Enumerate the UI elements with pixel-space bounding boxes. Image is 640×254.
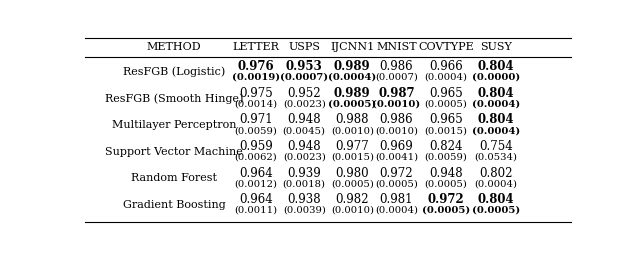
Text: (0.0005): (0.0005) xyxy=(328,100,376,108)
Text: 0.981: 0.981 xyxy=(380,193,413,206)
Text: (0.0007): (0.0007) xyxy=(280,73,328,82)
Text: (0.0059): (0.0059) xyxy=(424,153,467,162)
Text: 0.980: 0.980 xyxy=(335,167,369,180)
Text: (0.0005): (0.0005) xyxy=(375,179,418,188)
Text: Multilayer Perceptron: Multilayer Perceptron xyxy=(112,120,237,130)
Text: Gradient Boosting: Gradient Boosting xyxy=(123,200,226,210)
Text: (0.0015): (0.0015) xyxy=(424,126,468,135)
Text: IJCNN1: IJCNN1 xyxy=(330,42,374,52)
Text: LETTER: LETTER xyxy=(233,42,280,52)
Text: (0.0011): (0.0011) xyxy=(234,206,278,215)
Text: COVTYPE: COVTYPE xyxy=(418,42,474,52)
Text: 0.804: 0.804 xyxy=(477,193,514,206)
Text: (0.0004): (0.0004) xyxy=(474,179,517,188)
Text: (0.0000): (0.0000) xyxy=(472,73,520,82)
Text: (0.0005): (0.0005) xyxy=(424,179,467,188)
Text: 0.804: 0.804 xyxy=(477,87,514,100)
Text: 0.966: 0.966 xyxy=(429,60,463,73)
Text: (0.0023): (0.0023) xyxy=(283,100,326,108)
Text: 0.989: 0.989 xyxy=(334,87,371,100)
Text: (0.0010): (0.0010) xyxy=(331,126,374,135)
Text: 0.986: 0.986 xyxy=(380,60,413,73)
Text: 0.986: 0.986 xyxy=(380,114,413,126)
Text: (0.0004): (0.0004) xyxy=(472,100,520,108)
Text: (0.0534): (0.0534) xyxy=(474,153,517,162)
Text: (0.0059): (0.0059) xyxy=(235,126,278,135)
Text: 0.971: 0.971 xyxy=(239,114,273,126)
Text: (0.0041): (0.0041) xyxy=(375,153,418,162)
Text: (0.0007): (0.0007) xyxy=(375,73,418,82)
Text: 0.948: 0.948 xyxy=(429,167,463,180)
Text: SUSY: SUSY xyxy=(480,42,511,52)
Text: 0.804: 0.804 xyxy=(477,114,514,126)
Text: (0.0019): (0.0019) xyxy=(232,73,280,82)
Text: 0.952: 0.952 xyxy=(287,87,321,100)
Text: 0.965: 0.965 xyxy=(429,114,463,126)
Text: 0.953: 0.953 xyxy=(286,60,323,73)
Text: (0.0004): (0.0004) xyxy=(328,73,376,82)
Text: 0.948: 0.948 xyxy=(287,114,321,126)
Text: 0.987: 0.987 xyxy=(378,87,415,100)
Text: (0.0010): (0.0010) xyxy=(331,206,374,215)
Text: ResFGB (Logistic): ResFGB (Logistic) xyxy=(123,67,225,77)
Text: 0.948: 0.948 xyxy=(287,140,321,153)
Text: Random Forest: Random Forest xyxy=(131,173,217,183)
Text: 0.972: 0.972 xyxy=(380,167,413,180)
Text: (0.0062): (0.0062) xyxy=(235,153,278,162)
Text: METHOD: METHOD xyxy=(147,42,202,52)
Text: (0.0004): (0.0004) xyxy=(472,126,520,135)
Text: (0.0023): (0.0023) xyxy=(283,153,326,162)
Text: (0.0004): (0.0004) xyxy=(375,206,418,215)
Text: (0.0018): (0.0018) xyxy=(283,179,326,188)
Text: 0.938: 0.938 xyxy=(287,193,321,206)
Text: (0.0039): (0.0039) xyxy=(283,206,326,215)
Text: 0.939: 0.939 xyxy=(287,167,321,180)
Text: USPS: USPS xyxy=(288,42,320,52)
Text: 0.959: 0.959 xyxy=(239,140,273,153)
Text: (0.0005): (0.0005) xyxy=(331,179,374,188)
Text: ResFGB (Smooth Hinge): ResFGB (Smooth Hinge) xyxy=(105,93,243,104)
Text: (0.0004): (0.0004) xyxy=(424,73,468,82)
Text: (0.0005): (0.0005) xyxy=(422,206,470,215)
Text: 0.972: 0.972 xyxy=(428,193,465,206)
Text: 0.964: 0.964 xyxy=(239,193,273,206)
Text: MNIST: MNIST xyxy=(376,42,417,52)
Text: 0.969: 0.969 xyxy=(380,140,413,153)
Text: 0.754: 0.754 xyxy=(479,140,513,153)
Text: 0.824: 0.824 xyxy=(429,140,463,153)
Text: (0.0012): (0.0012) xyxy=(235,179,278,188)
Text: 0.989: 0.989 xyxy=(334,60,371,73)
Text: 0.964: 0.964 xyxy=(239,167,273,180)
Text: (0.0010): (0.0010) xyxy=(375,126,418,135)
Text: (0.0014): (0.0014) xyxy=(234,100,278,108)
Text: (0.0010): (0.0010) xyxy=(372,100,420,108)
Text: (0.0005): (0.0005) xyxy=(472,206,520,215)
Text: 0.988: 0.988 xyxy=(335,114,369,126)
Text: (0.0015): (0.0015) xyxy=(331,153,374,162)
Text: Support Vector Machine: Support Vector Machine xyxy=(106,147,243,157)
Text: 0.965: 0.965 xyxy=(429,87,463,100)
Text: 0.802: 0.802 xyxy=(479,167,513,180)
Text: 0.976: 0.976 xyxy=(238,60,275,73)
Text: (0.0005): (0.0005) xyxy=(424,100,467,108)
Text: 0.977: 0.977 xyxy=(335,140,369,153)
Text: 0.975: 0.975 xyxy=(239,87,273,100)
Text: (0.0045): (0.0045) xyxy=(283,126,326,135)
Text: 0.982: 0.982 xyxy=(335,193,369,206)
Text: 0.804: 0.804 xyxy=(477,60,514,73)
